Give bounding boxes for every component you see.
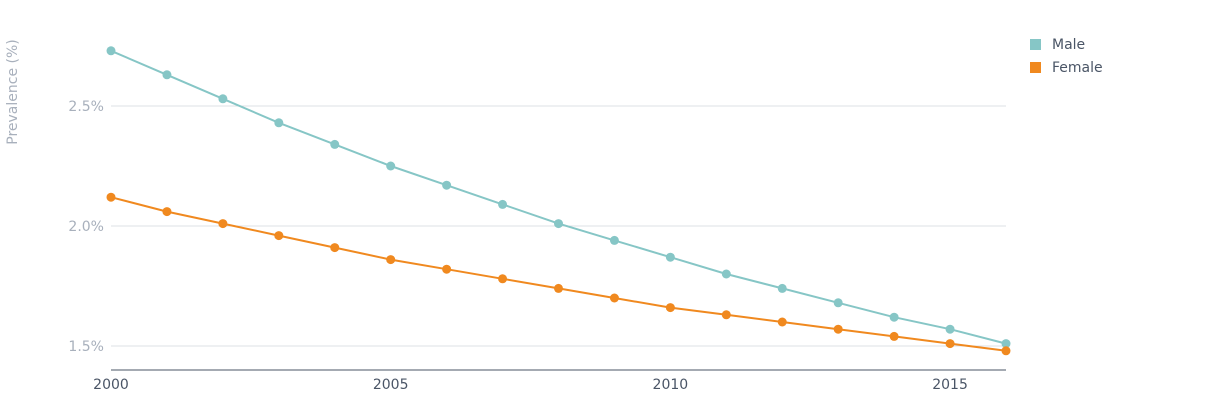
data-point-male[interactable] — [833, 298, 843, 308]
data-point-male[interactable] — [665, 252, 675, 262]
x-tick-label: 2000 — [93, 377, 129, 393]
data-point-male[interactable] — [777, 283, 787, 293]
data-point-male[interactable] — [889, 312, 899, 322]
y-tick-label: 2.0% — [68, 219, 104, 235]
legend: Male Female — [1030, 33, 1103, 79]
data-point-female[interactable] — [721, 310, 731, 320]
x-axis-ticks: 2000 2005 2010 2015 — [93, 377, 968, 393]
data-point-male[interactable] — [721, 269, 731, 279]
legend-label-female: Female — [1052, 59, 1103, 76]
data-point-male[interactable] — [330, 139, 340, 149]
data-point-male[interactable] — [274, 118, 284, 128]
data-point-female[interactable] — [1001, 346, 1011, 356]
series-female — [106, 192, 1011, 356]
data-point-female[interactable] — [274, 231, 284, 241]
data-point-male[interactable] — [386, 161, 396, 171]
data-point-female[interactable] — [162, 207, 172, 217]
data-point-female[interactable] — [609, 293, 619, 303]
legend-swatch-female — [1030, 62, 1041, 73]
data-point-male[interactable] — [442, 180, 452, 190]
data-point-female[interactable] — [218, 219, 228, 229]
data-point-female[interactable] — [833, 324, 843, 334]
data-point-male[interactable] — [554, 219, 563, 229]
legend-item-male[interactable]: Male — [1030, 33, 1103, 56]
data-point-female[interactable] — [945, 339, 955, 349]
x-tick-label: 2005 — [373, 377, 409, 393]
data-point-male[interactable] — [106, 46, 116, 56]
data-point-male[interactable] — [162, 70, 172, 80]
data-point-male[interactable] — [609, 235, 619, 245]
data-point-male[interactable] — [945, 324, 955, 334]
data-point-male[interactable] — [218, 94, 228, 104]
data-point-female[interactable] — [777, 317, 787, 327]
data-point-female[interactable] — [554, 283, 563, 293]
data-point-female[interactable] — [106, 192, 116, 202]
legend-item-female[interactable]: Female — [1030, 56, 1103, 79]
y-axis-ticks: 1.5% 2.0% 2.5% — [68, 99, 104, 355]
data-point-female[interactable] — [889, 331, 899, 341]
series-layer — [106, 46, 1011, 356]
data-point-female[interactable] — [442, 264, 452, 274]
data-point-female[interactable] — [665, 303, 675, 313]
x-tick-label: 2015 — [932, 377, 968, 393]
data-point-male[interactable] — [498, 199, 508, 209]
legend-label-male: Male — [1052, 36, 1086, 53]
data-point-male[interactable] — [1001, 339, 1011, 349]
data-point-female[interactable] — [386, 255, 396, 265]
series-line-male — [110, 49, 1007, 345]
x-tick-label: 2010 — [653, 377, 689, 393]
y-tick-label: 1.5% — [68, 339, 104, 355]
series-male — [106, 46, 1011, 349]
data-point-female[interactable] — [498, 274, 508, 284]
y-axis-title: Prevalence (%) — [5, 39, 21, 145]
y-tick-label: 2.5% — [68, 99, 104, 115]
data-point-female[interactable] — [330, 243, 340, 253]
legend-swatch-male — [1030, 39, 1041, 50]
